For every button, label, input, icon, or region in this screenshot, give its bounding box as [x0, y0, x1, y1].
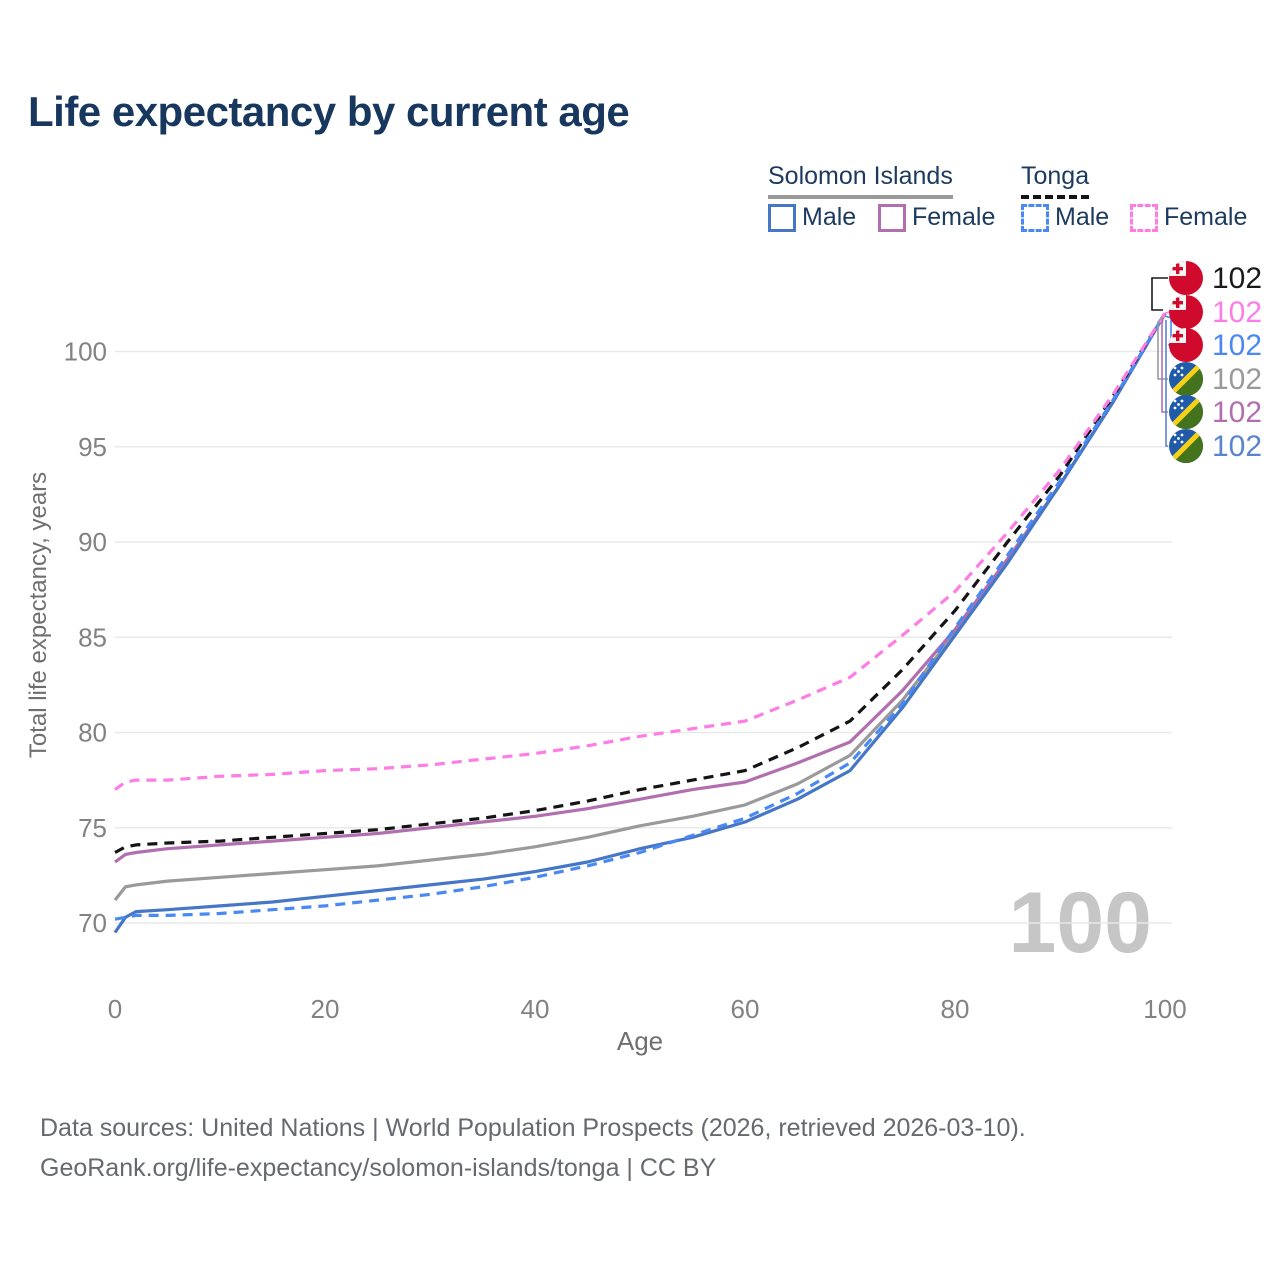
chart-legend: Solomon Islands Tonga Male Female Male F…	[0, 0, 1280, 250]
x-tick-label: 60	[731, 994, 760, 1024]
series-line-solomon-islands-both-sexes[interactable]	[113, 312, 1167, 902]
series-line-solomon-islands-female[interactable]	[114, 312, 1167, 864]
data-sources-line: Data sources: United Nations | World Pop…	[40, 1114, 1026, 1142]
solomon-islands-flag-icon	[1169, 395, 1203, 429]
series-line-solomon-islands-male[interactable]	[113, 312, 1167, 934]
y-tick-label: 85	[78, 622, 107, 652]
series-line-tonga-female[interactable]	[114, 312, 1167, 791]
legend-label: Male	[802, 203, 857, 231]
x-tick-label: 40	[521, 994, 550, 1024]
x-tick-label: 0	[108, 994, 122, 1024]
y-tick-label: 90	[78, 527, 107, 557]
series-line-tonga-both-sexes[interactable]	[114, 312, 1167, 854]
y-axis-title: Total life expectancy, years	[25, 472, 52, 758]
end-value-label: 102	[1212, 396, 1262, 429]
end-value-label: 102	[1212, 296, 1262, 329]
end-value-label: 102	[1212, 262, 1262, 295]
leader-line	[1151, 277, 1168, 311]
leader-line	[1162, 311, 1170, 315]
y-tick-label: 75	[78, 813, 107, 843]
tonga-flag-icon	[1169, 328, 1203, 362]
x-tick-label: 100	[1143, 994, 1186, 1024]
legend-item-solomon-male[interactable]: Male	[768, 203, 856, 232]
tonga-flag-icon	[1169, 295, 1203, 329]
legend-item-tonga-male[interactable]: Male	[1021, 203, 1109, 232]
page-title: Life expectancy by current age	[28, 88, 630, 135]
y-tick-label: 80	[78, 718, 107, 748]
legend-swatch-tonga-male	[1021, 203, 1049, 232]
legend-swatch-solomon-female	[878, 203, 906, 232]
legend-swatch-tonga-female	[1130, 203, 1158, 232]
legend-item-tonga-female[interactable]: Female	[1130, 203, 1247, 232]
tonga-flag-icon	[1169, 261, 1203, 295]
leader-line	[1157, 316, 1168, 380]
leader-line	[1161, 317, 1168, 413]
y-tick-label: 95	[78, 432, 107, 462]
x-tick-label: 20	[311, 994, 340, 1024]
legend-item-solomon-female[interactable]: Female	[878, 203, 995, 232]
legend-label: Male	[1055, 203, 1110, 231]
legend-country-tonga[interactable]: Tonga	[1021, 162, 1090, 199]
chart-footer: Data sources: United Nations | World Pop…	[40, 1108, 1026, 1188]
solomon-islands-flag-icon	[1169, 429, 1203, 463]
leader-line	[1165, 320, 1168, 447]
end-value-label: 102	[1212, 363, 1262, 396]
legend-label: Female	[912, 203, 996, 231]
x-axis-title: Age	[617, 1026, 663, 1056]
legend-swatch-solomon-male	[768, 203, 796, 232]
y-tick-label: 70	[78, 908, 107, 938]
solomon-islands-flag-icon	[1169, 362, 1203, 396]
end-value-label: 102	[1212, 430, 1262, 463]
y-tick-label: 100	[64, 337, 107, 367]
end-value-label: 102	[1212, 329, 1262, 362]
series-line-tonga-male[interactable]	[114, 312, 1167, 921]
legend-country-solomon-islands[interactable]: Solomon Islands	[768, 162, 953, 199]
attribution-line: GeoRank.org/life-expectancy/solomon-isla…	[40, 1154, 717, 1182]
legend-label: Female	[1164, 203, 1248, 231]
x-tick-label: 80	[941, 994, 970, 1024]
